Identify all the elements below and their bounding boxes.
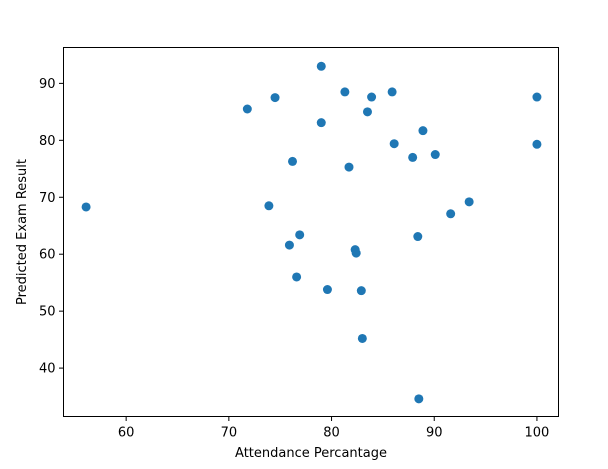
data-point-3 xyxy=(270,93,280,103)
x-tick-label: 100 xyxy=(525,426,550,441)
y-axis-ticks: 40 50 60 70 80 90 xyxy=(39,77,64,377)
data-point-12 xyxy=(344,162,354,172)
data-point-10 xyxy=(322,285,332,295)
data-point-4 xyxy=(284,240,294,250)
y-axis-label: Predicted Exam Result xyxy=(15,159,30,305)
data-point-28 xyxy=(532,92,542,102)
data-point-19 xyxy=(387,87,397,97)
x-axis-ticks: 60 70 80 90 100 xyxy=(118,416,550,441)
data-point-20 xyxy=(389,139,399,149)
data-point-11 xyxy=(340,87,350,97)
data-point-23 xyxy=(414,394,424,404)
data-point-16 xyxy=(357,333,367,343)
data-point-5 xyxy=(288,156,298,166)
data-point-17 xyxy=(362,107,372,117)
data-point-0 xyxy=(81,202,91,212)
data-point-18 xyxy=(367,92,377,102)
x-tick-label: 70 xyxy=(221,426,238,441)
x-tick-label: 60 xyxy=(118,426,135,441)
data-point-2 xyxy=(264,201,274,211)
data-point-1 xyxy=(242,104,252,114)
y-tick-label: 70 xyxy=(39,191,56,206)
data-point-7 xyxy=(295,230,305,240)
data-point-22 xyxy=(413,232,423,242)
x-tick-label: 90 xyxy=(426,426,443,441)
data-point-21 xyxy=(408,152,418,162)
data-point-27 xyxy=(464,197,474,207)
data-point-25 xyxy=(430,150,440,160)
data-point-14 xyxy=(351,248,361,258)
data-point-26 xyxy=(446,209,456,219)
points-layer xyxy=(81,61,542,404)
data-point-6 xyxy=(292,272,302,282)
axes-frame xyxy=(63,47,559,417)
y-tick-label: 40 xyxy=(39,362,56,377)
x-axis-label: Attendance Percantage xyxy=(235,446,387,461)
data-point-9 xyxy=(316,118,326,128)
data-point-8 xyxy=(316,61,326,71)
data-point-24 xyxy=(418,126,428,136)
x-tick-label: 80 xyxy=(323,426,340,441)
y-tick-label: 80 xyxy=(39,134,56,149)
data-point-15 xyxy=(356,286,366,296)
data-point-29 xyxy=(532,139,542,149)
y-tick-label: 90 xyxy=(39,77,56,92)
y-tick-label: 60 xyxy=(39,248,56,263)
y-tick-label: 50 xyxy=(39,305,56,320)
